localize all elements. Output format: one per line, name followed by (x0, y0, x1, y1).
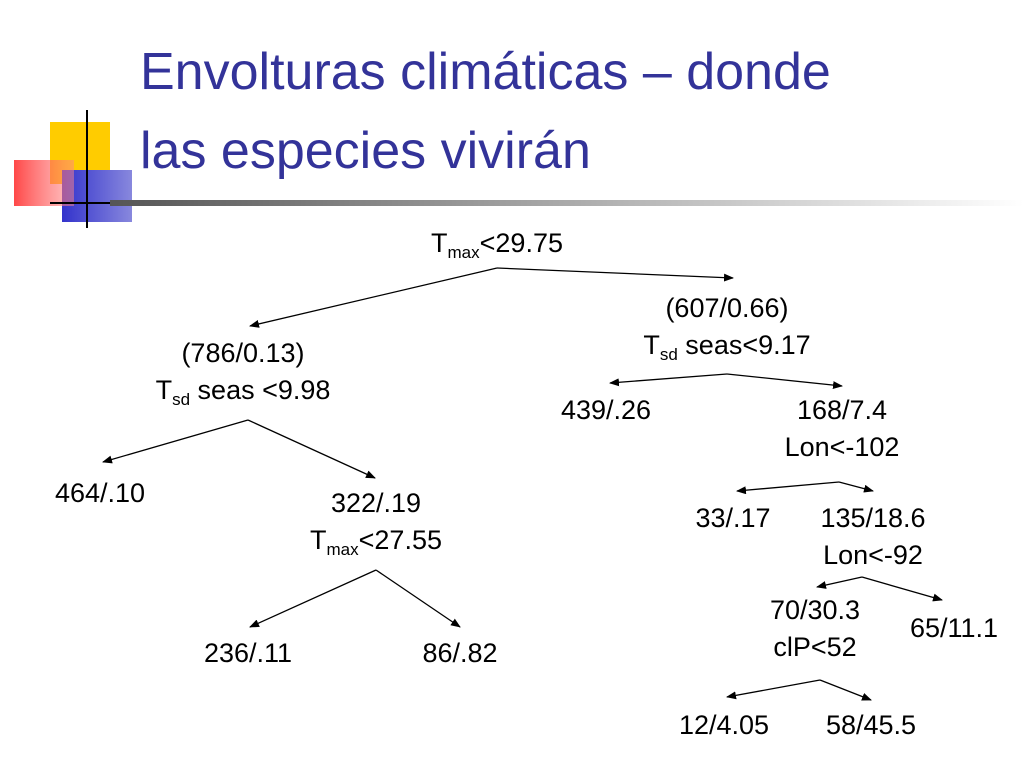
edge-322-236 (249, 569, 377, 628)
node-70: 70/30.3 clP<52 (770, 597, 860, 671)
node-168-stat: 168/7.4 (796, 395, 888, 425)
node-right-rest: seas<9.17 (677, 330, 811, 360)
node-322: 322/.19 Tmax<27.55 (310, 490, 442, 564)
node-168-split: Lon<-102 (784, 432, 900, 462)
edge-322-86 (375, 569, 461, 628)
root-rest: <29.75 (479, 228, 563, 258)
node-135: 135/18.6 Lon<-92 (820, 505, 925, 579)
leaf-65: 65/11.1 (910, 615, 998, 652)
deco-red-square (14, 160, 74, 206)
edge-root-right (496, 267, 734, 282)
leaf-58-label: 58/45.5 (825, 710, 917, 740)
node-70-split: clP<52 (773, 632, 857, 662)
node-left-var: T (155, 375, 173, 405)
node-left-stat: (786/0.13) (181, 338, 305, 368)
leaf-236-label: 236/.11 (203, 638, 293, 668)
edge-135-65 (861, 576, 943, 602)
leaf-86: 86/.82 (422, 640, 497, 677)
node-168: 168/7.4 Lon<-102 (785, 397, 900, 471)
edge-168-33 (736, 481, 840, 495)
title-rule (110, 200, 1024, 206)
leaf-464: 464/.10 (55, 480, 145, 517)
leaf-464-label: 464/.10 (54, 478, 146, 508)
node-left-sub: sd (172, 390, 191, 409)
leaf-33: 33/.17 (695, 505, 770, 542)
leaf-33-label: 33/.17 (695, 503, 771, 533)
node-135-stat: 135/18.6 (820, 503, 926, 533)
node-322-sub: max (326, 540, 359, 559)
leaf-58: 58/45.5 (826, 712, 916, 749)
node-70-stat: 70/30.3 (769, 595, 861, 625)
node-root: Tmax<29.75 (431, 230, 563, 267)
leaf-12-label: 12/4.05 (678, 710, 770, 740)
node-322-var: T (310, 525, 327, 555)
leaf-65-label: 65/11.1 (909, 613, 999, 643)
leaf-439-label: 439/.26 (560, 395, 652, 425)
leaf-86-label: 86/.82 (422, 638, 498, 668)
root-sub: max (447, 243, 480, 262)
title-line-1: Envolturas climáticas – donde (140, 43, 831, 101)
edge-left-464 (102, 419, 249, 464)
leaf-439: 439/.26 (561, 397, 651, 434)
edge-root-left (249, 267, 498, 328)
edge-168-135 (838, 481, 874, 493)
leaf-236: 236/.11 (204, 640, 292, 677)
node-right: (607/0.66) Tsd seas<9.17 (643, 295, 810, 369)
node-322-rest: <27.55 (358, 525, 442, 555)
node-right-sub: sd (659, 345, 678, 364)
title-line-2: las especies vivirán (140, 122, 591, 180)
edge-70-12 (726, 679, 821, 700)
edge-right-439 (609, 373, 728, 387)
node-135-split: Lon<-92 (823, 540, 923, 570)
node-322-stat: 322/.19 (330, 488, 422, 518)
edge-135-70 (816, 576, 863, 589)
edge-left-322 (247, 419, 376, 479)
edge-70-58 (819, 679, 872, 701)
node-right-var: T (643, 330, 660, 360)
leaf-12: 12/4.05 (679, 712, 769, 749)
node-right-stat: (607/0.66) (665, 293, 789, 323)
edge-right-168 (726, 373, 843, 390)
node-left: (786/0.13) Tsd seas <9.98 (156, 340, 331, 414)
node-left-rest: seas <9.98 (190, 375, 331, 405)
root-var: T (431, 228, 448, 258)
